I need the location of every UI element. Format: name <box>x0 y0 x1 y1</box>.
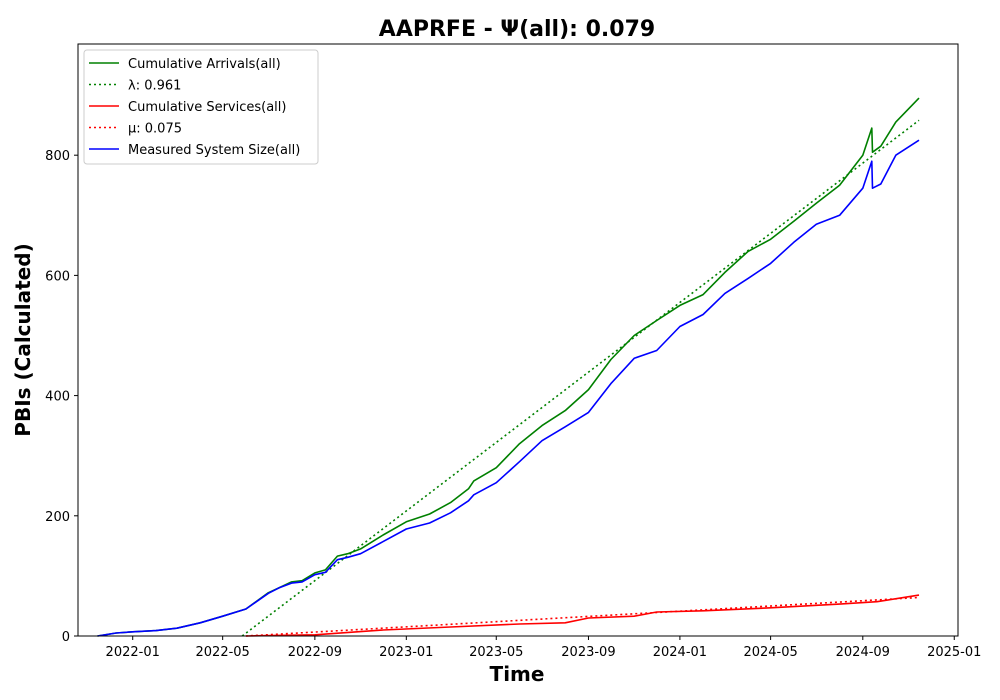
x-tick-label-2023-09: 2023-09 <box>561 645 615 660</box>
plot-area <box>77 43 959 637</box>
x-tick-label-2025-01: 2025-01 <box>927 645 981 660</box>
series-line-1 <box>241 119 920 637</box>
x-axis-label: Time <box>490 662 545 686</box>
x-tick-label-2024-09: 2024-09 <box>836 645 890 660</box>
x-tick-label-2022-09: 2022-09 <box>288 645 342 660</box>
legend-label-3: μ: 0.075 <box>128 122 182 137</box>
plot-frame <box>77 43 959 637</box>
y-tick-label-0: 0 <box>62 630 70 645</box>
y-tick-label-800: 800 <box>45 149 70 164</box>
legend-label-2: Cumulative Services(all) <box>128 100 286 115</box>
y-tick-label-400: 400 <box>45 390 70 405</box>
x-tick-label-2023-05: 2023-05 <box>469 645 523 660</box>
chart-title: AAPRFE - Ψ(all): 0.079 <box>379 17 655 42</box>
series-layer <box>97 97 920 637</box>
series-line-2 <box>245 594 920 637</box>
x-tick-label-2022-01: 2022-01 <box>106 645 160 660</box>
y-tick-label-200: 200 <box>45 510 70 525</box>
legend-box <box>83 49 319 165</box>
x-axis: 2022-01 2022-05 2022-09 2023-01 2023-05 2023-… <box>106 636 981 660</box>
legend: Cumulative Arrivals(all) λ: 0.961 Cumulati… <box>83 49 319 165</box>
legend-label-4: Measured System Size(all) <box>128 143 300 158</box>
y-axis-label: PBIs (Calculated) <box>11 243 35 436</box>
legend-label-0: Cumulative Arrivals(all) <box>128 57 281 72</box>
y-tick-label-600: 600 <box>45 269 70 284</box>
x-tick-label-2024-01: 2024-01 <box>653 645 707 660</box>
x-tick-label-2023-01: 2023-01 <box>379 645 433 660</box>
series-line-4 <box>97 139 920 637</box>
y-axis: 0 200 400 600 800 <box>45 149 78 645</box>
x-tick-label-2022-05: 2022-05 <box>196 645 250 660</box>
legend-label-1: λ: 0.961 <box>128 79 181 94</box>
series-line-3 <box>245 596 920 637</box>
x-tick-label-2024-05: 2024-05 <box>743 645 797 660</box>
